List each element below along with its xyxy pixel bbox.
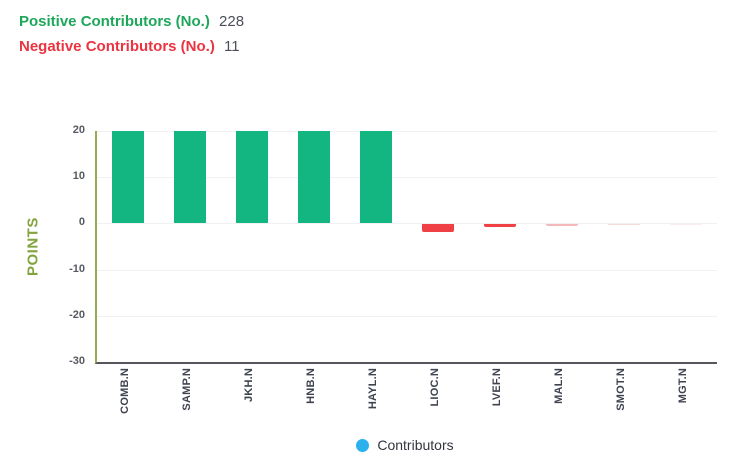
x-tick-label-COMB.N: COMB.N (119, 368, 131, 414)
bar-SAMP.N[interactable] (174, 131, 206, 224)
bar-HAYL.N[interactable] (360, 131, 392, 224)
y-tick-label--10: -10 (69, 262, 85, 275)
bar-SMOT.N[interactable] (608, 224, 640, 226)
gridline-y--20 (97, 315, 717, 317)
negative-contributors-label: Negative Contributors (No.) (19, 38, 215, 55)
gridline-y-0 (97, 223, 717, 225)
gridline-y--10 (97, 269, 717, 271)
y-tick-label--20: -20 (69, 308, 85, 321)
negative-contributors-value: 11 (224, 38, 240, 55)
x-tick-label-MAL.N: MAL.N (553, 368, 565, 404)
bar-LIOC.N[interactable] (422, 224, 454, 233)
y-axis-title: POINTS (24, 217, 42, 276)
y-tick-label-0: 0 (78, 216, 85, 229)
bar-MAL.N[interactable] (546, 224, 578, 226)
positive-contributors-line: Positive Contributors (No.) 228 (19, 13, 244, 30)
x-tick-label-HAYL.N: HAYL.N (367, 368, 379, 410)
legend-dot-icon (356, 438, 370, 452)
negative-contributors-line: Negative Contributors (No.) 11 (19, 38, 240, 55)
positive-contributors-label: Positive Contributors (No.) (19, 13, 210, 30)
bar-JKH.N[interactable] (236, 131, 268, 224)
plot-area (95, 131, 717, 364)
x-tick-label-LIOC.N: LIOC.N (429, 368, 441, 407)
chart-legend: Contributors (95, 435, 715, 455)
gridline-y-20 (97, 131, 717, 132)
positive-contributors-value: 228 (219, 13, 245, 30)
x-tick-label-JKH.N: JKH.N (243, 368, 255, 403)
x-tick-label-MGT.N: MGT.N (677, 368, 689, 404)
y-tick-label-10: 10 (72, 170, 85, 183)
bar-LVEF.N[interactable] (484, 224, 516, 228)
bar-MGT.N[interactable] (670, 224, 702, 226)
x-tick-label-SMOT.N: SMOT.N (615, 368, 627, 411)
y-tick-label-20: 20 (72, 124, 85, 136)
x-tick-label-HNB.N: HNB.N (305, 368, 317, 404)
legend-item-contributors[interactable]: Contributors (356, 437, 454, 453)
bar-COMB.N[interactable] (112, 131, 144, 224)
gridline-y-10 (97, 177, 717, 179)
bar-HNB.N[interactable] (298, 131, 330, 224)
y-tick-label--30: -30 (69, 355, 85, 367)
x-tick-label-SAMP.N: SAMP.N (181, 368, 193, 411)
legend-label: Contributors (377, 437, 454, 453)
x-tick-label-LVEF.N: LVEF.N (491, 368, 503, 407)
